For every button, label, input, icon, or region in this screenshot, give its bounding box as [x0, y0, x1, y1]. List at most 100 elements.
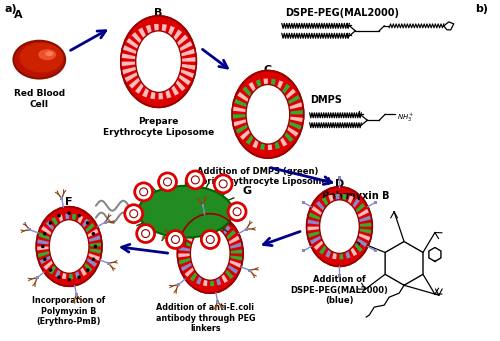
Wedge shape — [87, 253, 100, 261]
Wedge shape — [226, 264, 238, 274]
Bar — [104, 221, 107, 224]
Wedge shape — [121, 53, 136, 59]
Wedge shape — [278, 133, 287, 147]
Wedge shape — [248, 82, 258, 96]
Wedge shape — [62, 266, 67, 279]
Text: DSPE-PEG(MAL2000): DSPE-PEG(MAL2000) — [285, 8, 399, 18]
Wedge shape — [190, 269, 200, 281]
Wedge shape — [230, 255, 243, 261]
Wedge shape — [344, 245, 350, 258]
Circle shape — [136, 225, 154, 242]
Text: Addition of DMPS (green)
(Hybrid Erythrocyte Liposome): Addition of DMPS (green) (Hybrid Erythro… — [185, 167, 331, 187]
Wedge shape — [210, 273, 214, 286]
Wedge shape — [268, 136, 272, 150]
Wedge shape — [260, 136, 266, 150]
Wedge shape — [332, 246, 338, 259]
Wedge shape — [199, 221, 206, 235]
Circle shape — [140, 188, 147, 196]
Wedge shape — [124, 72, 140, 82]
Wedge shape — [246, 131, 256, 145]
Circle shape — [48, 221, 52, 225]
Bar — [107, 262, 110, 265]
Wedge shape — [44, 259, 55, 270]
Circle shape — [142, 229, 150, 238]
Text: G: G — [242, 186, 252, 196]
Bar — [338, 274, 341, 277]
Wedge shape — [174, 35, 188, 47]
Ellipse shape — [14, 41, 65, 78]
Wedge shape — [340, 246, 344, 260]
Wedge shape — [307, 219, 320, 225]
Wedge shape — [46, 221, 56, 233]
Circle shape — [78, 214, 81, 218]
Wedge shape — [222, 267, 234, 279]
Circle shape — [166, 231, 184, 249]
Wedge shape — [196, 271, 204, 284]
Circle shape — [202, 231, 219, 249]
Wedge shape — [52, 217, 60, 230]
Text: Polymyxin B: Polymyxin B — [322, 191, 389, 201]
Circle shape — [130, 210, 138, 218]
Circle shape — [43, 257, 46, 261]
Wedge shape — [214, 272, 222, 285]
Ellipse shape — [46, 51, 53, 56]
Circle shape — [134, 183, 152, 201]
Wedge shape — [216, 222, 224, 236]
Circle shape — [125, 205, 142, 223]
Wedge shape — [74, 265, 80, 279]
Circle shape — [68, 278, 71, 282]
Wedge shape — [132, 32, 144, 46]
Text: F: F — [66, 197, 73, 207]
Wedge shape — [36, 239, 50, 244]
Wedge shape — [89, 242, 102, 247]
Wedge shape — [264, 78, 268, 93]
Bar — [75, 293, 78, 296]
Wedge shape — [138, 28, 148, 42]
Text: A: A — [14, 10, 22, 20]
Circle shape — [164, 178, 172, 186]
Wedge shape — [88, 235, 101, 242]
Wedge shape — [122, 67, 137, 74]
Wedge shape — [158, 84, 163, 99]
Wedge shape — [178, 41, 192, 52]
Wedge shape — [48, 262, 58, 275]
Circle shape — [43, 232, 46, 236]
Ellipse shape — [38, 49, 56, 60]
Circle shape — [86, 221, 90, 225]
Wedge shape — [168, 81, 179, 95]
Wedge shape — [354, 203, 365, 214]
Wedge shape — [123, 45, 138, 54]
Wedge shape — [65, 214, 69, 227]
Wedge shape — [36, 247, 50, 251]
Wedge shape — [161, 24, 167, 39]
Bar — [302, 201, 305, 204]
Wedge shape — [84, 257, 97, 267]
Wedge shape — [282, 130, 294, 142]
Wedge shape — [350, 199, 360, 211]
Wedge shape — [80, 219, 90, 231]
Wedge shape — [289, 117, 304, 122]
Wedge shape — [348, 243, 357, 256]
Wedge shape — [38, 232, 51, 240]
Wedge shape — [206, 221, 210, 234]
Wedge shape — [288, 121, 302, 130]
Circle shape — [172, 236, 179, 243]
Circle shape — [57, 276, 61, 279]
Wedge shape — [179, 239, 192, 247]
Wedge shape — [230, 249, 243, 253]
Wedge shape — [325, 244, 333, 258]
Wedge shape — [212, 221, 218, 234]
Wedge shape — [76, 216, 84, 228]
Wedge shape — [224, 230, 236, 241]
Circle shape — [158, 173, 176, 191]
Wedge shape — [290, 110, 304, 114]
Circle shape — [78, 276, 81, 279]
Wedge shape — [240, 128, 252, 140]
Wedge shape — [83, 223, 95, 234]
Ellipse shape — [232, 71, 304, 158]
Ellipse shape — [36, 207, 102, 286]
Bar — [28, 228, 32, 231]
Wedge shape — [71, 214, 76, 227]
Wedge shape — [228, 260, 241, 268]
Wedge shape — [308, 212, 322, 220]
